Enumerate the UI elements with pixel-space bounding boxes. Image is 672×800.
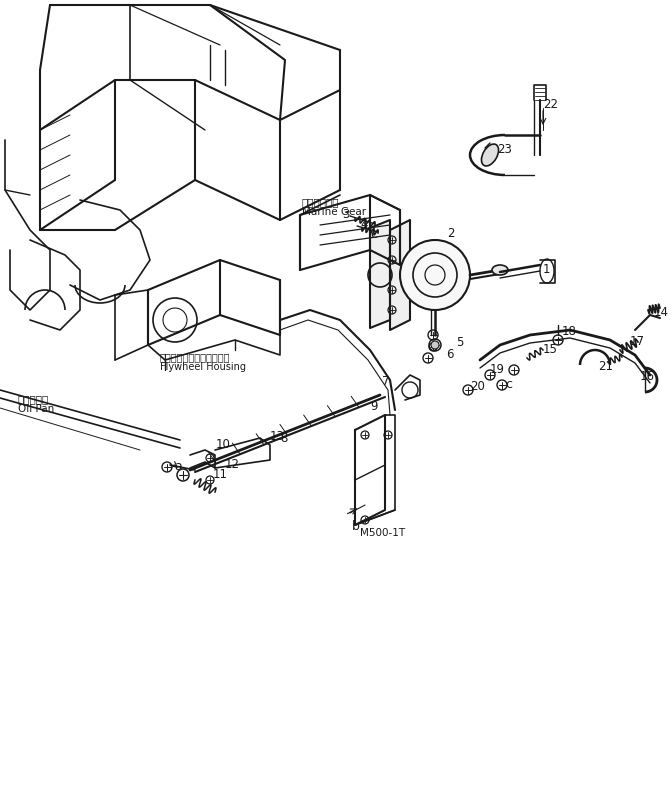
Text: c: c — [505, 378, 512, 391]
Text: 12: 12 — [225, 458, 240, 471]
Text: 5: 5 — [456, 336, 464, 349]
Text: Marine Gear: Marine Gear — [302, 207, 366, 217]
Text: 18: 18 — [562, 325, 577, 338]
Text: フライホイールハウジング: フライホイールハウジング — [160, 352, 230, 362]
Text: 9: 9 — [370, 400, 378, 413]
Ellipse shape — [492, 265, 508, 275]
Text: 8: 8 — [280, 432, 288, 445]
Text: 21: 21 — [598, 360, 613, 373]
Text: 17: 17 — [630, 335, 645, 348]
Text: 16: 16 — [640, 370, 655, 383]
Text: 1: 1 — [543, 263, 550, 276]
Text: オイルパン: オイルパン — [18, 394, 49, 404]
Text: 6: 6 — [446, 348, 454, 361]
Text: 15: 15 — [543, 343, 558, 356]
Text: 10: 10 — [216, 438, 231, 451]
Text: 11: 11 — [213, 468, 228, 481]
Text: c: c — [370, 228, 377, 241]
Text: Flywheel Housing: Flywheel Housing — [160, 362, 246, 372]
Text: 4: 4 — [360, 218, 368, 231]
Ellipse shape — [400, 240, 470, 310]
Text: 22: 22 — [543, 98, 558, 111]
Text: a: a — [174, 460, 181, 473]
Text: 7: 7 — [382, 375, 390, 388]
Text: 2: 2 — [447, 227, 454, 240]
Text: M500-1T: M500-1T — [360, 528, 405, 538]
Text: 3: 3 — [342, 208, 349, 221]
Text: 13: 13 — [270, 430, 285, 443]
Polygon shape — [390, 220, 410, 330]
Text: b: b — [352, 520, 360, 533]
Text: 20: 20 — [470, 380, 485, 393]
Ellipse shape — [431, 341, 439, 349]
Polygon shape — [370, 220, 390, 328]
Ellipse shape — [481, 144, 499, 166]
Text: 19: 19 — [490, 363, 505, 376]
Text: Oil Pan: Oil Pan — [18, 404, 54, 414]
Text: 14: 14 — [654, 306, 669, 319]
Text: マリンギヤー: マリンギヤー — [302, 197, 339, 207]
Text: 23: 23 — [497, 143, 512, 156]
